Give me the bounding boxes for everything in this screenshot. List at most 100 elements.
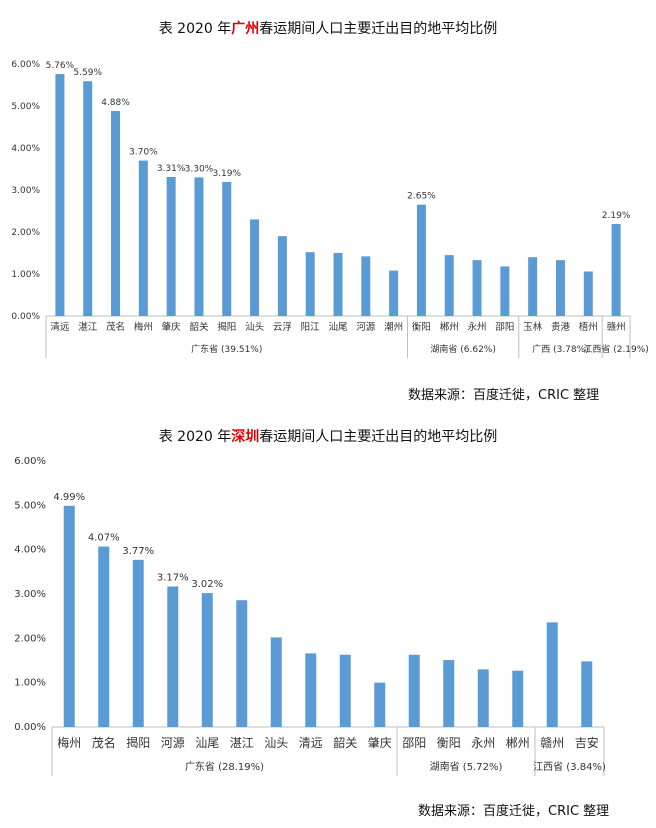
bar (583, 271, 593, 316)
chart-title-city: 深圳 (231, 429, 260, 445)
y-tick-label: 0.00% (11, 312, 40, 322)
y-tick-label: 6.00% (14, 456, 46, 467)
data-label: 2.19% (602, 211, 631, 221)
chart-title: 表 2020 年深圳春运期间人口主要迁出目的地平均比例 (0, 426, 656, 446)
bar (63, 505, 75, 727)
data-label: 3.19% (212, 169, 241, 179)
data-label: 5.76% (46, 61, 75, 71)
category-label: 邵阳 (495, 322, 514, 333)
bar (250, 219, 260, 316)
bar-chart-shenzhen: 0.00% 1.00% 2.00% 3.00% 4.00% 5.00% 6.00% 4.99%… (14, 456, 606, 776)
data-label: 4.99% (53, 492, 85, 503)
category-label: 永州 (471, 736, 495, 750)
category-label: 韶关 (333, 735, 357, 750)
bar (277, 236, 287, 316)
bar (581, 661, 593, 727)
y-tick-label: 2.00% (14, 633, 46, 644)
chart-panel-guangzhou: 表 2020 年广州春运期间人口主要迁出目的地平均比例 0.00% 1.00% 2.… (0, 0, 656, 410)
category-label: 汕尾 (328, 322, 347, 333)
bar (222, 182, 232, 316)
category-label: 郴州 (506, 736, 530, 750)
category-label: 郴州 (440, 321, 459, 333)
data-label: 3.02% (191, 579, 223, 590)
category-label: 肇庆 (368, 735, 392, 750)
category-label: 邵阳 (402, 736, 426, 750)
bar (333, 253, 343, 316)
bar (201, 593, 213, 727)
bar (555, 260, 565, 316)
category-label: 湛江 (230, 736, 254, 750)
bar (361, 256, 371, 316)
category-label: 梅州 (134, 321, 153, 333)
group-label: 广东省 (28.19%) (185, 760, 264, 773)
group-label: 广东省 (39.51%) (191, 343, 262, 355)
y-tick-label: 6.00% (11, 60, 40, 70)
bar (167, 586, 179, 727)
bar (132, 559, 144, 727)
category-label: 清远 (299, 736, 323, 750)
data-label: 3.17% (157, 572, 189, 583)
group-label: 江西省 (3.84%) (533, 760, 606, 773)
data-label: 3.30% (185, 164, 214, 174)
category-label: 衡阳 (437, 736, 461, 750)
y-tick-label: 0.00% (14, 722, 46, 733)
data-label: 4.07% (88, 533, 120, 544)
data-label: 3.70% (129, 148, 158, 158)
bar (444, 255, 454, 316)
y-tick-label: 4.00% (11, 144, 40, 154)
bar (472, 260, 482, 316)
category-label: 汕头 (264, 736, 288, 750)
chart-title-suffix: 春运期间人口主要迁出目的地平均比例 (259, 429, 498, 445)
y-tick-label: 1.00% (14, 678, 46, 689)
bar (374, 682, 386, 727)
y-tick-label: 4.00% (14, 545, 46, 556)
category-label: 揭阳 (217, 321, 236, 333)
chart-title-city: 广州 (231, 21, 260, 37)
y-tick-label: 3.00% (14, 589, 46, 600)
data-label: 3.77% (122, 546, 154, 557)
bar (305, 252, 315, 316)
chart-title-prefix: 表 2020 年 (158, 21, 232, 37)
category-label: 云浮 (273, 321, 292, 333)
category-label: 汕尾 (195, 736, 219, 750)
bar (270, 637, 282, 727)
bar (83, 81, 93, 316)
y-tick-label: 1.00% (11, 270, 40, 280)
group-label: 湖南省 (5.72%) (430, 760, 503, 773)
bar (416, 204, 426, 316)
bar (546, 622, 558, 727)
bar (477, 669, 489, 727)
y-tick-label: 5.00% (14, 500, 46, 511)
bar (55, 74, 65, 316)
category-label: 玉林 (523, 321, 543, 333)
category-label: 永州 (468, 321, 487, 333)
bar (339, 654, 351, 727)
chart-title: 表 2020 年广州春运期间人口主要迁出目的地平均比例 (0, 18, 656, 38)
category-label: 阳江 (301, 322, 321, 333)
group-label: 湖南省 (6.62%) (430, 343, 495, 355)
bar (305, 653, 317, 727)
category-label: 清远 (50, 321, 70, 333)
bar (166, 176, 176, 316)
bar (528, 257, 538, 316)
category-label: 茂名 (92, 735, 116, 750)
bar (111, 111, 121, 316)
category-label: 梅州 (57, 735, 81, 750)
data-label: 3.31% (157, 164, 186, 174)
category-label: 吉安 (575, 735, 599, 750)
category-label: 潮州 (384, 321, 403, 333)
group-label: 广西 (3.78%) (532, 343, 588, 355)
chart-panel-shenzhen: 表 2020 年深圳春运期间人口主要迁出目的地平均比例 0.00% 1.00% 2.… (0, 414, 656, 828)
category-label: 茂名 (106, 321, 125, 333)
chart-title-suffix: 春运期间人口主要迁出目的地平均比例 (259, 21, 498, 37)
category-label: 肇庆 (162, 321, 182, 333)
bar (138, 160, 148, 316)
category-label: 湛江 (78, 322, 98, 333)
bar (98, 546, 110, 727)
category-label: 贵港 (551, 321, 571, 333)
bar (512, 670, 524, 727)
bar (194, 177, 204, 316)
category-label: 河源 (161, 736, 185, 750)
bar (500, 266, 510, 316)
data-label: 4.88% (101, 98, 130, 108)
